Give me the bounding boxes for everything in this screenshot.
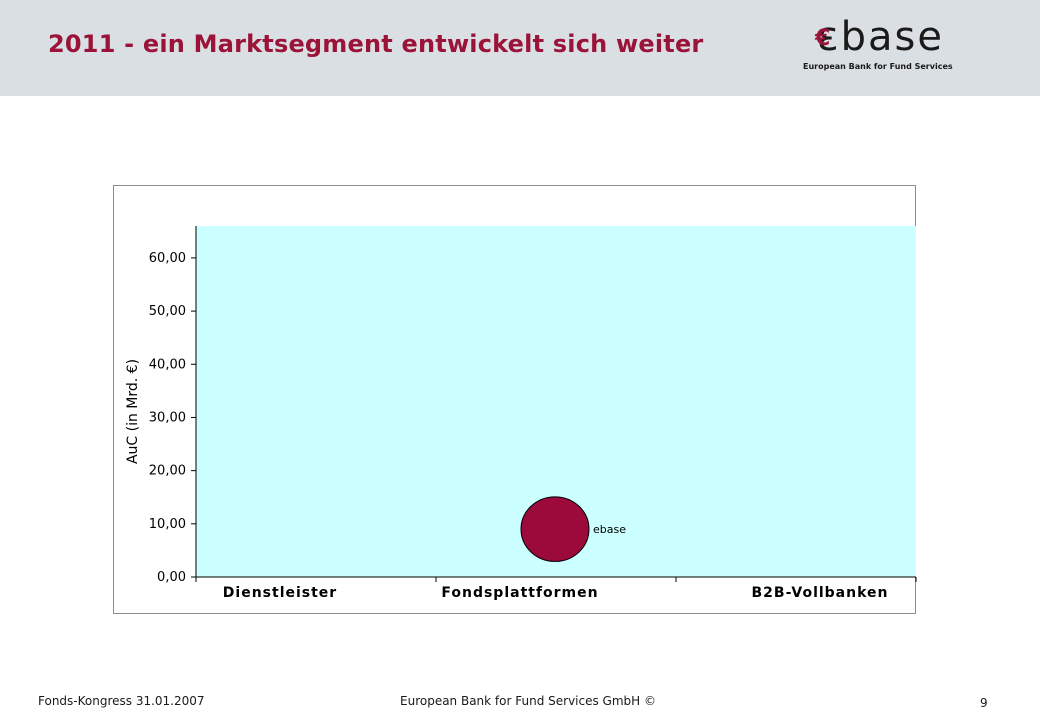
- x-category-label: Fondsplattformen: [441, 585, 598, 601]
- y-tick-label: 20,00: [149, 464, 186, 479]
- footer-company: European Bank for Fund Services GmbH ©: [400, 694, 656, 708]
- chart-frame: 0,00 10,00 20,00 30,00 40,00 50,00 60,00 AuC (i…: [113, 185, 917, 614]
- y-tick-label: 10,00: [149, 517, 186, 532]
- page-number: 9: [980, 696, 988, 710]
- y-tick-label: 30,00: [149, 410, 186, 425]
- y-tick-label: 60,00: [149, 251, 186, 266]
- y-tick-label: 50,00: [149, 304, 186, 319]
- logo-tagline: European Bank for Fund Services: [803, 62, 953, 71]
- logo-euro-sign: €: [815, 26, 831, 51]
- logo-wordmark: ɛbase: [817, 14, 944, 60]
- x-category-label: B2B-Vollbanken: [752, 585, 889, 601]
- y-tick-label: 40,00: [149, 357, 186, 372]
- bubble-chart: 0,00 10,00 20,00 30,00 40,00 50,00 60,00 AuC (i…: [125, 226, 917, 601]
- bubble-ebase: [520, 496, 590, 562]
- footer-event: Fonds-Kongress 31.01.2007: [38, 694, 205, 708]
- y-axis-title: AuC (in Mrd. €): [125, 359, 141, 464]
- ebase-logo: ɛbase € European Bank for Fund Services: [803, 14, 963, 74]
- x-category-label: Dienstleister: [223, 585, 337, 601]
- slide-title: 2011 - ein Marktsegment entwickelt sich …: [48, 30, 704, 58]
- y-tick-label: 0,00: [157, 570, 186, 585]
- bubble-label: ebase: [593, 523, 626, 536]
- header-band: [0, 0, 1040, 96]
